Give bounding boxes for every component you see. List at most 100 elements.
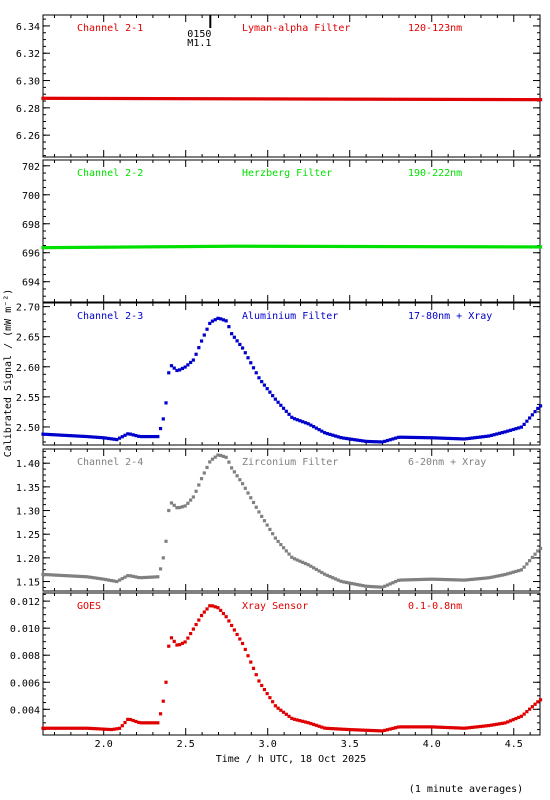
data-point bbox=[383, 584, 387, 588]
data-point bbox=[407, 578, 411, 582]
data-point bbox=[407, 725, 411, 729]
data-point bbox=[63, 245, 67, 250]
data-point bbox=[336, 578, 340, 582]
data-point bbox=[134, 96, 138, 101]
data-point bbox=[298, 719, 302, 723]
data-point bbox=[511, 427, 515, 432]
data-point bbox=[287, 244, 291, 248]
data-point bbox=[506, 429, 510, 433]
data-point bbox=[191, 244, 195, 249]
data-point bbox=[489, 723, 493, 727]
data-point bbox=[525, 562, 529, 566]
data-point bbox=[189, 498, 193, 502]
data-point bbox=[290, 555, 294, 559]
panel-label: Herzberg Filter bbox=[242, 168, 332, 179]
data-point bbox=[183, 640, 187, 644]
data-point bbox=[199, 613, 204, 618]
data-point bbox=[421, 245, 425, 249]
data-point bbox=[361, 97, 365, 101]
data-point bbox=[55, 245, 59, 250]
data-point bbox=[500, 721, 504, 725]
data-point bbox=[396, 578, 400, 582]
data-point bbox=[158, 245, 163, 249]
data-point bbox=[257, 97, 261, 101]
data-point bbox=[227, 460, 231, 464]
data-point bbox=[79, 245, 83, 249]
data-point bbox=[90, 96, 94, 101]
data-point bbox=[101, 96, 105, 101]
data-point bbox=[85, 434, 89, 439]
data-point bbox=[301, 244, 305, 248]
data-point bbox=[462, 726, 466, 730]
data-point bbox=[148, 96, 152, 101]
data-point bbox=[344, 244, 349, 249]
data-point bbox=[489, 97, 493, 102]
data-point bbox=[158, 97, 163, 101]
data-point bbox=[71, 245, 75, 250]
data-point bbox=[358, 728, 362, 732]
x-tick-label: 4.5 bbox=[505, 739, 523, 750]
data-point bbox=[126, 574, 130, 578]
data-point bbox=[232, 628, 236, 632]
data-point bbox=[131, 96, 135, 101]
panel-label: Channel 2-2 bbox=[77, 168, 143, 179]
data-point bbox=[232, 244, 236, 248]
data-point bbox=[517, 569, 521, 573]
data-point bbox=[317, 428, 321, 432]
data-point bbox=[284, 549, 288, 553]
data-point bbox=[462, 578, 466, 582]
data-point bbox=[478, 576, 483, 581]
data-point bbox=[298, 419, 302, 423]
data-point bbox=[443, 245, 447, 249]
data-point bbox=[249, 660, 253, 664]
data-point bbox=[489, 575, 493, 579]
data-point bbox=[145, 721, 149, 725]
panel-label: 17-80nm + Xray bbox=[408, 311, 492, 322]
data-point bbox=[191, 495, 195, 499]
data-point bbox=[93, 576, 97, 580]
data-point bbox=[451, 245, 455, 249]
data-point bbox=[533, 702, 537, 706]
data-point bbox=[312, 425, 316, 429]
panel-label: Channel 2-4 bbox=[77, 457, 143, 468]
y-tick-label: 700 bbox=[22, 191, 40, 202]
data-point bbox=[528, 245, 532, 249]
data-point bbox=[320, 570, 324, 575]
data-point bbox=[369, 584, 373, 589]
panel-label: GOES bbox=[77, 601, 101, 612]
data-point bbox=[150, 575, 154, 579]
data-point bbox=[306, 97, 310, 101]
data-point bbox=[303, 561, 308, 566]
data-point bbox=[388, 727, 392, 731]
data-point bbox=[320, 244, 324, 249]
data-point bbox=[484, 245, 488, 249]
data-point bbox=[418, 577, 422, 582]
data-point bbox=[235, 97, 239, 101]
data-point bbox=[369, 728, 373, 733]
data-point bbox=[508, 245, 513, 249]
data-point bbox=[63, 574, 67, 578]
data-point bbox=[336, 244, 340, 249]
data-point bbox=[180, 366, 185, 371]
data-point bbox=[227, 244, 231, 248]
data-point bbox=[202, 471, 206, 475]
data-point bbox=[224, 97, 228, 101]
data-point bbox=[399, 435, 403, 439]
data-point bbox=[413, 435, 417, 440]
data-point bbox=[317, 97, 321, 101]
data-point bbox=[421, 436, 425, 440]
data-point bbox=[519, 98, 524, 102]
data-point bbox=[372, 728, 376, 733]
data-point bbox=[260, 380, 264, 384]
data-point bbox=[57, 96, 62, 100]
data-point bbox=[46, 726, 51, 730]
data-point bbox=[336, 727, 340, 731]
averaging-footnote: (1 minute averages) bbox=[409, 784, 523, 795]
data-point bbox=[98, 96, 103, 101]
data-point bbox=[331, 576, 335, 580]
data-point bbox=[503, 572, 507, 577]
data-point bbox=[63, 96, 67, 100]
data-point bbox=[120, 435, 124, 439]
data-point bbox=[197, 483, 201, 487]
data-point bbox=[353, 582, 357, 586]
